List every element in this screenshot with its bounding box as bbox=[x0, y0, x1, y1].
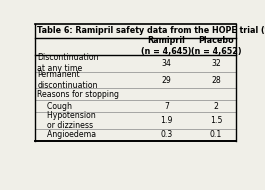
Text: Angioedema: Angioedema bbox=[37, 130, 96, 139]
Text: 34: 34 bbox=[162, 59, 171, 68]
Text: 28: 28 bbox=[211, 75, 221, 85]
Text: Permanent
discontinuation: Permanent discontinuation bbox=[37, 70, 98, 90]
Text: 2: 2 bbox=[214, 102, 218, 111]
Text: 32: 32 bbox=[211, 59, 221, 68]
Text: Reasons for stopping: Reasons for stopping bbox=[37, 90, 119, 99]
Text: 7: 7 bbox=[164, 102, 169, 111]
Text: 0.1: 0.1 bbox=[210, 130, 222, 139]
Text: Placebo
(n = 4,652): Placebo (n = 4,652) bbox=[191, 36, 241, 56]
Text: 1.9: 1.9 bbox=[160, 116, 173, 125]
Text: Hypotension
    or dizziness: Hypotension or dizziness bbox=[37, 111, 96, 130]
Text: 0.3: 0.3 bbox=[161, 130, 173, 139]
Text: Ramipril
(n = 4,645): Ramipril (n = 4,645) bbox=[141, 36, 192, 56]
Text: Cough: Cough bbox=[37, 102, 72, 111]
Text: Table 6: Ramipril safety data from the HOPE trial (%)ᶜ: Table 6: Ramipril safety data from the H… bbox=[37, 26, 265, 36]
Text: 1.5: 1.5 bbox=[210, 116, 222, 125]
Text: 29: 29 bbox=[162, 75, 171, 85]
Text: Discontinuation
at any time: Discontinuation at any time bbox=[37, 53, 99, 73]
